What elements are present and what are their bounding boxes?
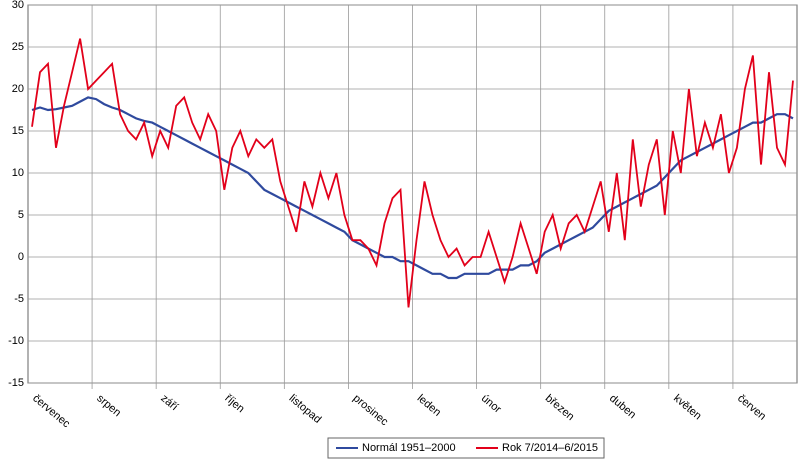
x-tick-label: červen bbox=[735, 392, 768, 422]
legend-label: Normál 1951–2000 bbox=[362, 442, 456, 454]
x-tick-label: duben bbox=[607, 392, 638, 421]
x-tick-label: červenec bbox=[30, 392, 72, 430]
x-tick-label: srpen bbox=[94, 392, 123, 419]
x-tick-label: září bbox=[158, 392, 180, 413]
x-tick-label: leden bbox=[415, 392, 443, 418]
y-tick-label: -5 bbox=[14, 293, 24, 305]
y-tick-label: 30 bbox=[12, 0, 24, 11]
y-tick-label: -10 bbox=[8, 335, 24, 347]
series-line bbox=[31, 38, 794, 308]
x-tick-label: únor bbox=[479, 392, 504, 416]
y-tick-label: 20 bbox=[12, 83, 24, 95]
x-tick-label: říjen bbox=[222, 392, 246, 415]
y-tick-label: 25 bbox=[12, 41, 24, 53]
legend bbox=[327, 437, 605, 459]
x-tick-label: prosinec bbox=[351, 392, 391, 428]
y-tick-label: 0 bbox=[18, 251, 24, 263]
series-line bbox=[31, 96, 794, 280]
x-tick-label: listopad bbox=[287, 392, 324, 426]
y-tick-label: 10 bbox=[12, 167, 24, 179]
x-tick-label: květen bbox=[671, 392, 704, 422]
x-tick-label: březen bbox=[543, 392, 576, 423]
legend-label: Rok 7/2014–6/2015 bbox=[502, 442, 598, 454]
y-tick-label: 5 bbox=[18, 209, 24, 221]
y-tick-label: -15 bbox=[8, 377, 24, 389]
y-tick-label: 15 bbox=[12, 125, 24, 137]
